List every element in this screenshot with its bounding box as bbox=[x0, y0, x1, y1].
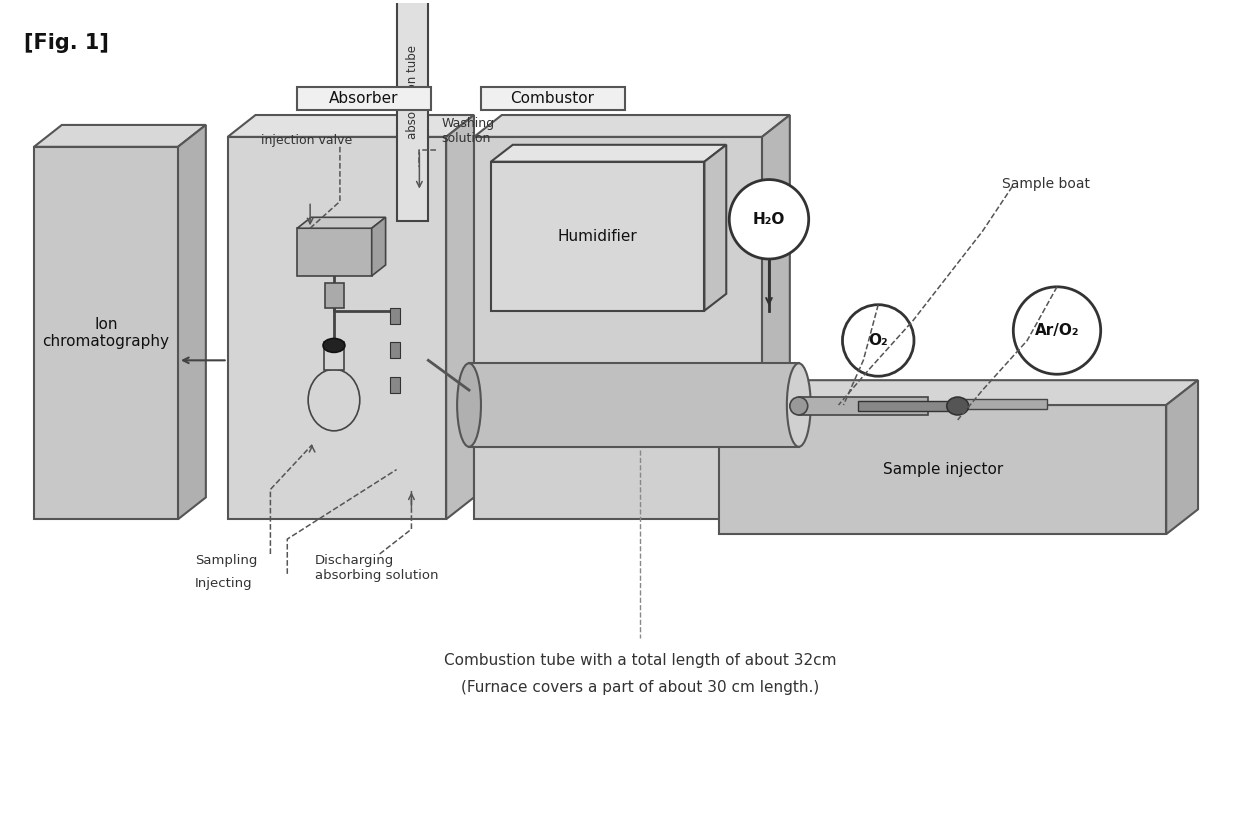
Bar bbox=[298, 87, 432, 110]
Text: Combustion tube with a total length of about 32cm: Combustion tube with a total length of a… bbox=[444, 654, 836, 668]
Bar bbox=[389, 377, 399, 393]
Polygon shape bbox=[372, 218, 386, 276]
Ellipse shape bbox=[947, 397, 968, 415]
Text: Washing
solution: Washing solution bbox=[441, 117, 495, 145]
Polygon shape bbox=[228, 137, 446, 519]
Text: Absorber: Absorber bbox=[329, 90, 398, 106]
Ellipse shape bbox=[309, 369, 360, 431]
Polygon shape bbox=[33, 125, 206, 147]
Bar bbox=[799, 397, 928, 415]
Bar bbox=[325, 283, 343, 308]
Ellipse shape bbox=[790, 397, 807, 415]
Circle shape bbox=[729, 179, 808, 259]
Bar bbox=[397, 0, 428, 222]
Bar bbox=[324, 342, 343, 370]
Text: Combustor: Combustor bbox=[511, 90, 594, 106]
Text: injection valve: injection valve bbox=[260, 134, 352, 147]
Bar bbox=[389, 308, 399, 324]
Text: Humidifier: Humidifier bbox=[558, 229, 637, 244]
Polygon shape bbox=[474, 115, 790, 137]
Text: absorption tube: absorption tube bbox=[405, 45, 419, 139]
Bar bbox=[858, 401, 957, 411]
Polygon shape bbox=[298, 228, 372, 276]
Text: Sample boat: Sample boat bbox=[1002, 177, 1090, 191]
Text: (Furnace covers a part of about 30 cm length.): (Furnace covers a part of about 30 cm le… bbox=[461, 681, 818, 695]
Text: Sample injector: Sample injector bbox=[883, 462, 1003, 477]
Ellipse shape bbox=[787, 363, 811, 447]
Polygon shape bbox=[719, 405, 1167, 534]
Polygon shape bbox=[704, 145, 727, 311]
Text: [Fig. 1]: [Fig. 1] bbox=[24, 33, 109, 53]
Polygon shape bbox=[446, 115, 474, 519]
Text: Ar/O₂: Ar/O₂ bbox=[1034, 323, 1079, 338]
Text: O₂: O₂ bbox=[868, 333, 888, 348]
Polygon shape bbox=[33, 147, 179, 519]
Polygon shape bbox=[179, 125, 206, 519]
Polygon shape bbox=[763, 115, 790, 519]
Polygon shape bbox=[491, 161, 704, 311]
Polygon shape bbox=[719, 380, 1198, 405]
Bar bbox=[957, 399, 1047, 409]
Circle shape bbox=[842, 305, 914, 377]
Text: Sampling: Sampling bbox=[195, 554, 257, 567]
Ellipse shape bbox=[458, 363, 481, 447]
Text: Injecting: Injecting bbox=[195, 577, 253, 590]
Polygon shape bbox=[298, 218, 386, 228]
Bar bbox=[389, 342, 399, 359]
Bar bbox=[481, 87, 625, 110]
Ellipse shape bbox=[324, 338, 345, 352]
Polygon shape bbox=[228, 115, 474, 137]
Bar bbox=[469, 363, 799, 447]
Text: Discharging
absorbing solution: Discharging absorbing solution bbox=[315, 554, 439, 582]
Circle shape bbox=[1013, 287, 1101, 374]
Text: Ion
chromatography: Ion chromatography bbox=[42, 317, 170, 349]
Text: H₂O: H₂O bbox=[753, 212, 785, 227]
Polygon shape bbox=[491, 145, 727, 161]
Polygon shape bbox=[1167, 380, 1198, 534]
Polygon shape bbox=[474, 137, 763, 519]
